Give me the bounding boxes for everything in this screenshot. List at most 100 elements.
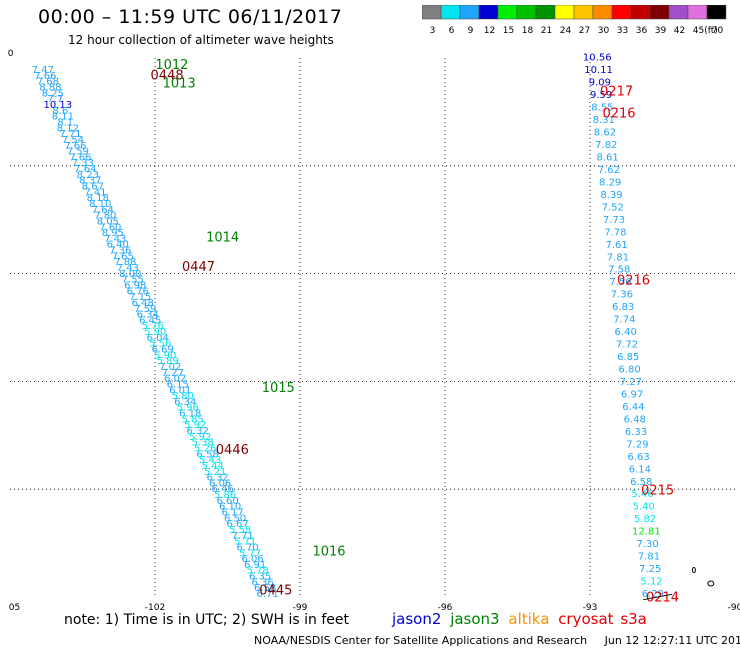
swh-value: 8.88 [39,83,61,94]
wave-height-map: -105-102-99-96-93-9002468107.477.667.688… [8,49,740,613]
swh-value: 7.02 [159,362,181,373]
swh-value: 6.76 [127,286,149,297]
swh-value: 7.66 [64,141,86,152]
swh-value: 6.32 [187,426,209,437]
swh-value: 8.39 [600,190,622,201]
pass-label: 0446 [216,443,249,458]
swh-value: 6.63 [627,452,649,463]
swh-value: 5.77 [239,548,261,559]
mission-s3a: s3a [620,610,647,628]
x-tick-label: -105 [8,603,20,613]
swh-value: 5.90 [144,327,166,338]
swh-value: 6.50 [224,513,246,524]
swh-value: 6.48 [624,414,646,425]
swh-value: 7.15 [129,292,151,303]
swh-value: 8.62 [594,128,616,139]
swh-value: 6.97 [621,389,643,400]
swh-value: 6.36 [251,577,273,588]
page-subtitle: 12 hour collection of altimeter wave hei… [68,33,334,47]
pass-label: 0448 [151,69,184,84]
swh-value: 7.64 [74,164,96,175]
swh-value: 7.33 [72,158,94,169]
swh-value: 7.56 [609,277,631,288]
swh-value: 6.67 [227,519,249,530]
swh-value: 5.71 [234,537,256,548]
mission-jason3: jason3 [450,610,500,628]
swh-value: 8.67 [82,182,104,193]
swh-value: 7.43 [104,234,126,245]
swh-value: 7.71 [59,129,81,140]
swh-value: 7.71 [232,531,254,542]
pass-label: 1013 [163,77,196,92]
swh-value: 6.69 [152,345,174,356]
swh-value: 7.68 [37,77,59,88]
legend-label: 45 [693,26,704,35]
swh-value: 8.37 [79,176,101,187]
legend-label: 15 [503,26,514,35]
legend-label: 70 [712,26,724,35]
swh-value: 8.1 [57,117,73,128]
swh-value: 5.76 [142,321,164,332]
swh-value: 7.58 [608,265,630,276]
legend-unit: (ft) [704,26,718,35]
x-tick-label: -102 [145,603,165,613]
island-outline [691,567,696,574]
swh-value: 5.56 [149,339,171,350]
swh-value: 5.44 [202,461,224,472]
x-tick-label: -99 [293,603,308,613]
swh-value: 6.01 [169,385,191,396]
swh-value: 6.29 [642,589,664,600]
swh-value: 10.11 [584,65,613,76]
swh-value: 6.18 [179,409,201,420]
swh-value: 5.12 [640,577,662,588]
swh-value: 7.66 [34,71,56,82]
swh-value: 7.81 [638,552,660,563]
swh-value: 8.18 [87,193,109,204]
swh-value: 7.88 [114,257,136,268]
swh-value: 6.98 [124,280,146,291]
swh-value: 7.61 [606,240,628,251]
x-tick-label: -90 [728,603,740,613]
legend-label: 6 [449,26,455,35]
swh-value: 6.71 [256,589,278,600]
legend-label: 39 [655,26,667,35]
legend-label: 24 [560,26,572,35]
swh-value: 8.12 [57,123,79,134]
swh-value: 8.95 [102,228,124,239]
footer-credit: NOAA/NESDIS Center for Satellite Applica… [254,634,740,647]
mission-altika: altika [508,610,550,628]
swh-value: 7.59 [67,147,89,158]
swh-value: 5.92 [189,432,211,443]
legend-label: 36 [636,26,648,35]
swh-value: 6.14 [629,464,651,475]
swh-value: 6.17 [222,508,244,519]
pass-label: 0216 [602,106,635,121]
legend-swatch [706,5,727,20]
legend-label: 30 [598,26,610,35]
swh-value: 5.92 [184,420,206,431]
swh-value: 9.09 [589,78,611,89]
swh-value: 5.43 [199,455,221,466]
x-tick-label: -93 [583,603,598,613]
coast-line [643,593,673,601]
legend-label: 3 [430,26,436,35]
swh-value: 7.25 [639,564,661,575]
swh-value: 7.47 [32,65,54,76]
swh-value: 8.6 [52,106,68,117]
swh-value: 8.05 [97,216,119,227]
swh-value: 7.59 [134,304,156,315]
swh-value: 12.81 [632,527,661,538]
swh-value: 6.40 [615,327,637,338]
swh-value: 7.64 [92,205,114,216]
swh-value: 5.85 [182,414,204,425]
swh-value: 7.7 [47,94,63,105]
swh-value: 7.27 [162,368,184,379]
swh-value: 6.06 [209,478,231,489]
swh-value: 7.55 [122,275,144,286]
swh-value: 8.29 [599,177,621,188]
swh-value: 10.56 [583,53,612,64]
swh-value: 6.58 [630,477,652,488]
legend-label: 12 [484,26,495,35]
swh-value: 7.73 [603,215,625,226]
swh-value: 6.44 [622,402,644,413]
